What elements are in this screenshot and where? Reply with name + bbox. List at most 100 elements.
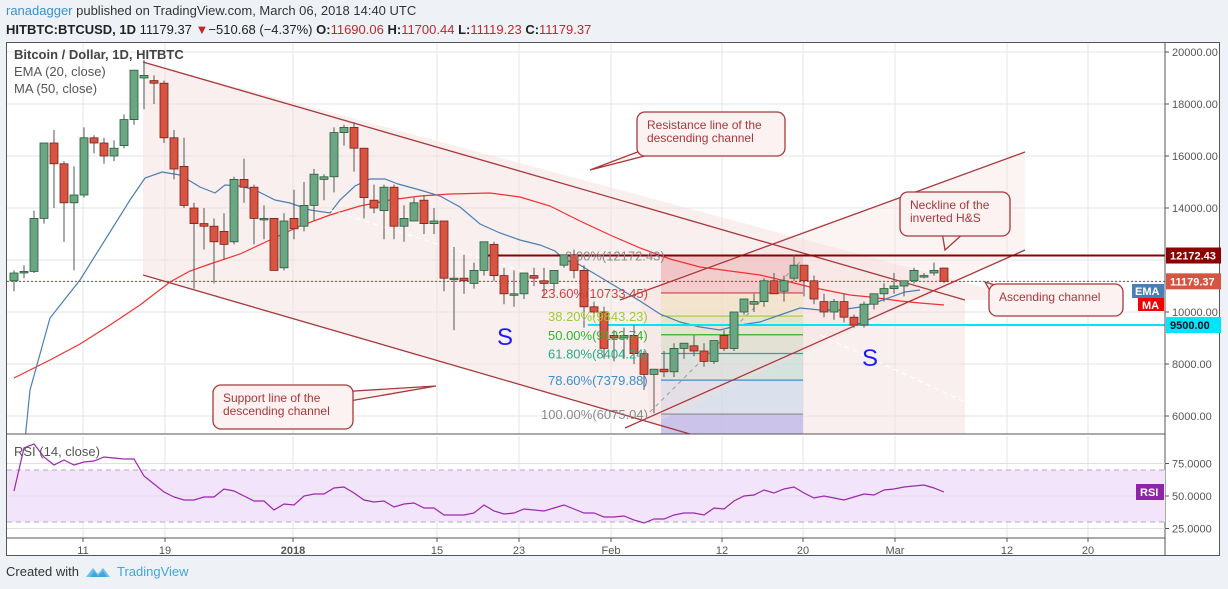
candle-up[interactable] — [519, 272, 529, 295]
candle-down[interactable] — [769, 280, 779, 295]
candle-up[interactable] — [899, 280, 909, 287]
candle-up[interactable] — [789, 264, 799, 279]
candle-up[interactable] — [759, 280, 769, 302]
author-link[interactable]: ranadagger — [6, 3, 73, 18]
candle-up[interactable] — [339, 127, 349, 134]
support-callout[interactable] — [212, 384, 354, 430]
candle-up[interactable] — [479, 241, 489, 271]
candle-up[interactable] — [749, 301, 759, 305]
candle-down[interactable] — [569, 254, 579, 271]
candle-up[interactable] — [279, 220, 289, 269]
candle-down[interactable] — [939, 267, 949, 282]
candle-down[interactable] — [459, 277, 469, 282]
candle-down[interactable] — [629, 334, 639, 354]
candle-up[interactable] — [109, 147, 119, 157]
candle-down[interactable] — [159, 82, 169, 139]
candle-up[interactable] — [869, 293, 879, 305]
candle-up[interactable] — [139, 75, 149, 79]
candle-down[interactable] — [839, 301, 849, 318]
candle-up[interactable] — [679, 342, 689, 349]
candle-up[interactable] — [469, 269, 479, 284]
candle-up[interactable] — [929, 269, 939, 274]
candle-up[interactable] — [329, 132, 339, 178]
candle-up[interactable] — [29, 217, 39, 272]
legend-ma[interactable]: MA (50, close) — [14, 81, 98, 96]
candle-down[interactable] — [209, 225, 219, 243]
candle-down[interactable] — [419, 199, 429, 224]
legend-rsi[interactable]: RSI (14, close) — [14, 444, 100, 459]
candle-down[interactable] — [349, 127, 359, 149]
candle-up[interactable] — [729, 311, 739, 349]
candle-down[interactable] — [819, 301, 829, 313]
candle-down[interactable] — [289, 217, 299, 230]
candle-down[interactable] — [609, 334, 619, 339]
candle-down[interactable] — [359, 147, 369, 198]
candle-up[interactable] — [119, 119, 129, 146]
candle-up[interactable] — [549, 269, 559, 284]
candle-down[interactable] — [239, 178, 249, 188]
candle-down[interactable] — [249, 186, 259, 219]
candle-up[interactable] — [309, 173, 319, 206]
candle-down[interactable] — [849, 316, 859, 326]
candle-up[interactable] — [229, 178, 239, 243]
candle-down[interactable] — [699, 350, 709, 362]
candle-down[interactable] — [499, 275, 509, 295]
candle-down[interactable] — [389, 186, 399, 227]
candle-up[interactable] — [669, 347, 679, 373]
candle-down[interactable] — [529, 275, 539, 279]
candle-up[interactable] — [879, 288, 889, 295]
candle-up[interactable] — [739, 298, 749, 313]
candle-down[interactable] — [439, 220, 449, 279]
neckline-callout[interactable] — [899, 191, 1011, 237]
candle-down[interactable] — [539, 280, 549, 284]
candle-up[interactable] — [69, 194, 79, 204]
candle-down[interactable] — [369, 199, 379, 209]
candle-down[interactable] — [599, 311, 609, 349]
candle-up[interactable] — [829, 301, 839, 313]
candle-down[interactable] — [489, 243, 499, 276]
candle-up[interactable] — [9, 272, 19, 282]
candle-up[interactable] — [429, 220, 439, 224]
candle-up[interactable] — [649, 368, 659, 375]
candle-down[interactable] — [809, 280, 819, 300]
candle-up[interactable] — [449, 277, 459, 281]
rsi-legend[interactable]: RSI (14, close) — [14, 443, 100, 460]
candle-up[interactable] — [129, 69, 139, 120]
candle-up[interactable] — [709, 340, 719, 362]
candle-down[interactable] — [199, 223, 209, 227]
candle-down[interactable] — [189, 207, 199, 224]
candle-up[interactable] — [409, 202, 419, 222]
candle-up[interactable] — [559, 254, 569, 266]
legend-ema[interactable]: EMA (20, close) — [14, 64, 106, 79]
tradingview-link[interactable]: TradingView — [116, 564, 189, 579]
candle-down[interactable] — [219, 230, 229, 245]
candle-down[interactable] — [659, 368, 669, 373]
candle-up[interactable] — [299, 204, 309, 227]
candle-down[interactable] — [59, 163, 69, 204]
candle-up[interactable] — [399, 217, 409, 227]
candle-down[interactable] — [99, 142, 109, 157]
candle-up[interactable] — [619, 334, 629, 339]
resistance-callout[interactable] — [636, 111, 786, 157]
candle-up[interactable] — [509, 293, 519, 296]
candle-down[interactable] — [49, 142, 59, 165]
candle-down[interactable] — [799, 264, 809, 282]
candle-up[interactable] — [859, 303, 869, 326]
candle-up[interactable] — [79, 137, 89, 196]
candle-down[interactable] — [579, 269, 589, 308]
candle-down[interactable] — [639, 353, 649, 375]
candle-up[interactable] — [39, 142, 49, 219]
candle-up[interactable] — [919, 275, 929, 278]
candle-up[interactable] — [379, 186, 389, 211]
candle-up[interactable] — [259, 217, 269, 221]
candle-up[interactable] — [779, 280, 789, 292]
candle-down[interactable] — [589, 306, 599, 313]
candle-down[interactable] — [269, 217, 279, 271]
candle-up[interactable] — [19, 271, 29, 274]
candle-down[interactable] — [179, 165, 189, 206]
candle-down[interactable] — [719, 334, 729, 349]
ascending-callout[interactable] — [988, 283, 1124, 317]
candle-up[interactable] — [909, 269, 919, 282]
candle-down[interactable] — [149, 80, 159, 84]
